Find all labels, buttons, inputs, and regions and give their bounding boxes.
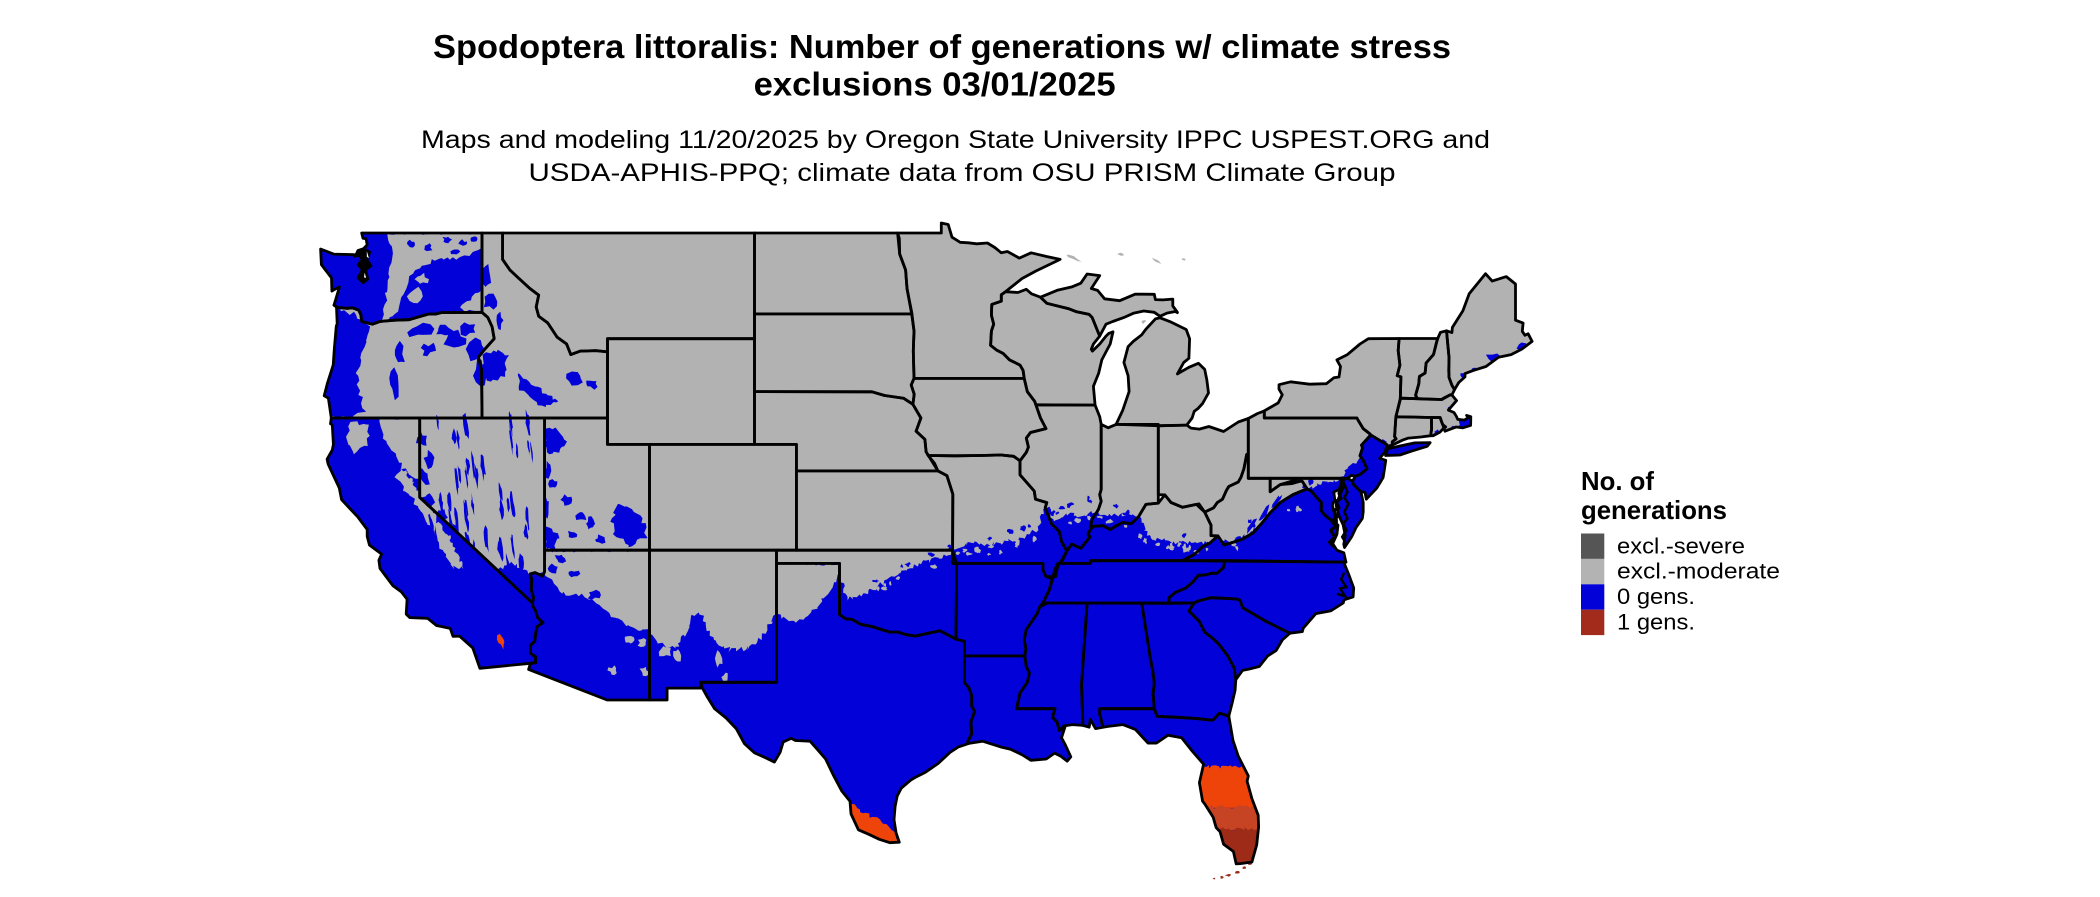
svg-text:exclusions 03/01/2025: exclusions 03/01/2025 bbox=[754, 65, 1116, 102]
svg-text:Spodoptera littoralis: Number: Spodoptera littoralis: Number of generat… bbox=[433, 28, 1451, 65]
svg-text:0 gens.: 0 gens. bbox=[1617, 584, 1695, 609]
svg-text:1 gens.: 1 gens. bbox=[1617, 610, 1695, 635]
svg-text:No. of: No. of bbox=[1581, 466, 1654, 496]
svg-text:excl.-moderate: excl.-moderate bbox=[1617, 559, 1780, 584]
svg-text:USDA-APHIS-PPQ; climate data f: USDA-APHIS-PPQ; climate data from OSU PR… bbox=[529, 159, 1396, 187]
svg-text:excl.-severe: excl.-severe bbox=[1617, 533, 1745, 558]
svg-text:generations: generations bbox=[1581, 495, 1727, 525]
svg-text:Maps and modeling 11/20/2025 b: Maps and modeling 11/20/2025 by Oregon S… bbox=[421, 126, 1490, 154]
